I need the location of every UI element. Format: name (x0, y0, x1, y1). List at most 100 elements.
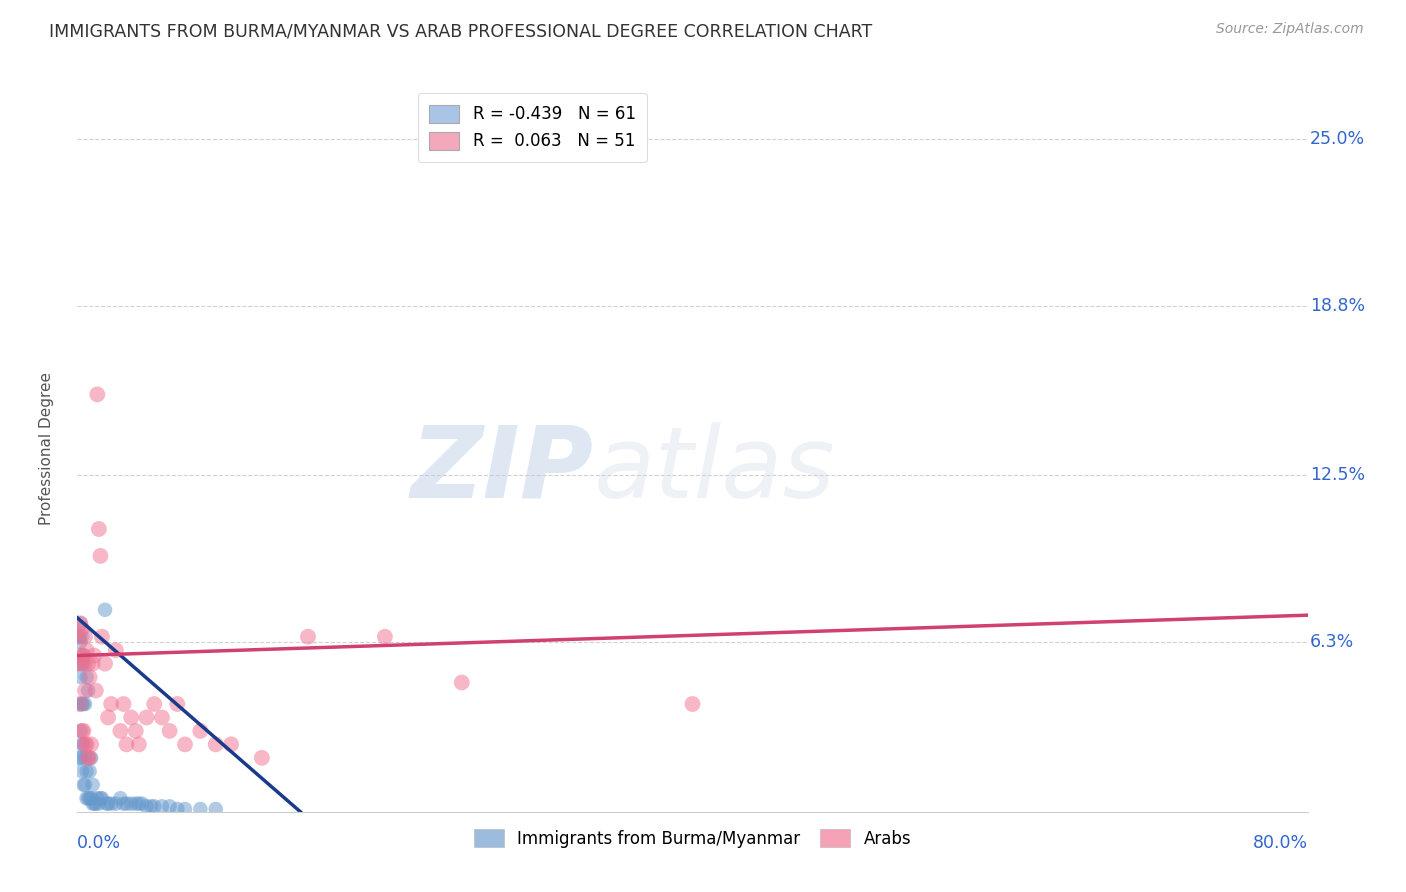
Point (128, 797, 150, 811)
Point (69, 635, 91, 649)
Point (73, 751, 96, 765)
Point (72, 778, 94, 792)
Point (89, 549, 111, 563)
Point (82, 778, 104, 792)
Point (188, 723, 212, 738)
Point (82, 797, 104, 811)
Text: 18.8%: 18.8% (1310, 296, 1365, 315)
Point (90, 791, 114, 805)
Point (79, 751, 101, 765)
Point (87, 797, 110, 811)
Point (76, 764, 98, 779)
Point (112, 697, 135, 711)
Text: 25.0%: 25.0% (1310, 129, 1365, 147)
Point (143, 697, 166, 711)
Point (72, 697, 94, 711)
Text: 80.0%: 80.0% (1253, 833, 1308, 852)
Point (204, 738, 226, 752)
Point (76, 738, 98, 752)
Point (120, 710, 142, 724)
Point (69, 616, 91, 631)
Point (70, 630, 93, 644)
Point (76, 670, 98, 684)
Point (69, 648, 91, 663)
Text: atlas: atlas (595, 422, 835, 518)
Text: Professional Degree: Professional Degree (39, 372, 53, 524)
Point (69, 723, 91, 738)
Point (73, 630, 96, 644)
Point (97, 710, 120, 724)
Point (77, 791, 100, 805)
Point (131, 797, 153, 811)
Point (69, 616, 91, 631)
Point (110, 791, 132, 805)
Point (97, 797, 120, 811)
Point (219, 738, 242, 752)
Point (204, 802, 226, 816)
Point (69, 751, 91, 765)
Point (80, 791, 103, 805)
Point (77, 751, 100, 765)
Point (84, 683, 107, 698)
Point (174, 738, 197, 752)
Point (135, 799, 157, 814)
Point (125, 723, 148, 738)
Point (166, 697, 188, 711)
Point (73, 657, 96, 671)
Point (87, 522, 110, 536)
Point (83, 648, 105, 663)
Point (141, 799, 163, 814)
Text: 12.5%: 12.5% (1310, 467, 1365, 484)
Point (682, 697, 704, 711)
Point (67, 751, 90, 765)
Point (73, 738, 96, 752)
Point (70, 657, 93, 671)
Point (143, 799, 166, 814)
Point (72, 738, 94, 752)
Point (70, 738, 93, 752)
Point (150, 710, 173, 724)
Legend: Immigrants from Burma/Myanmar, Arabs: Immigrants from Burma/Myanmar, Arabs (467, 822, 918, 855)
Point (115, 738, 138, 752)
Point (297, 630, 319, 644)
Point (70, 764, 93, 779)
Point (115, 797, 138, 811)
Point (77, 657, 100, 671)
Point (69, 670, 91, 684)
Point (100, 697, 122, 711)
Point (125, 797, 148, 811)
Point (70, 697, 93, 711)
Point (150, 799, 173, 814)
Point (73, 697, 96, 711)
Point (73, 683, 96, 698)
Point (73, 778, 96, 792)
Point (104, 797, 127, 811)
Point (72, 648, 94, 663)
Point (70, 657, 93, 671)
Point (96, 797, 118, 811)
Point (77, 751, 100, 765)
Text: ZIP: ZIP (411, 422, 595, 518)
Point (84, 797, 107, 811)
Point (104, 643, 127, 657)
Point (100, 797, 122, 811)
Point (77, 683, 100, 698)
Point (166, 802, 188, 816)
Point (188, 802, 212, 816)
Point (82, 657, 104, 671)
Text: 0.0%: 0.0% (77, 833, 121, 852)
Point (70, 723, 93, 738)
Point (72, 648, 94, 663)
Point (86, 791, 108, 805)
Point (110, 723, 132, 738)
Point (128, 738, 150, 752)
Point (79, 791, 101, 805)
Text: 6.3%: 6.3% (1310, 633, 1354, 651)
Point (67, 697, 90, 711)
Point (79, 764, 101, 779)
Point (159, 799, 181, 814)
Point (83, 797, 105, 811)
Text: Source: ZipAtlas.com: Source: ZipAtlas.com (1216, 22, 1364, 37)
Point (90, 630, 114, 644)
Point (69, 697, 91, 711)
